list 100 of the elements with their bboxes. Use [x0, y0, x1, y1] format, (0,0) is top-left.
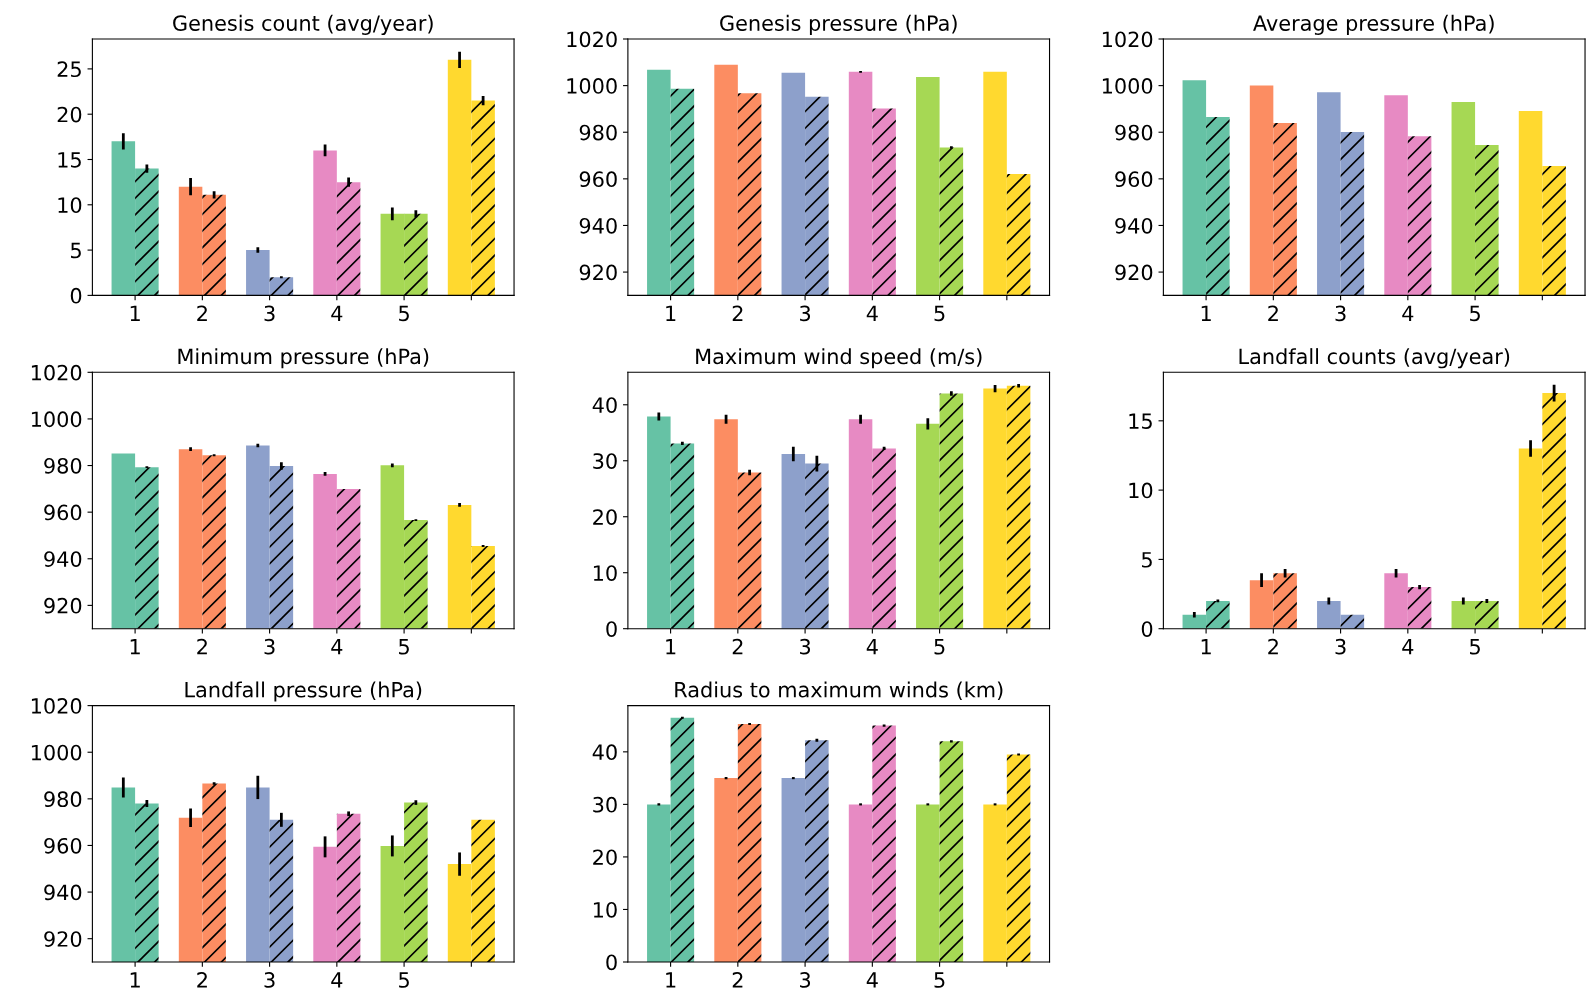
x-tick-label: 1 [666, 305, 676, 321]
y-tick-label: 1000 [567, 78, 617, 94]
y-tick-label: 20 [57, 106, 82, 123]
y-tick-label: 0 [70, 287, 82, 304]
y-tick-label: 1020 [1102, 31, 1153, 48]
bar [647, 804, 671, 962]
x-tick-label: 3 [800, 638, 811, 655]
bar [1006, 754, 1031, 962]
x-tick-label: 2 [732, 638, 743, 655]
x-tick-label: 1 [1201, 639, 1211, 655]
x-tick-label: 4 [331, 972, 343, 988]
y-tick-label: 5 [1142, 552, 1152, 568]
y-tick-label: 960 [44, 837, 82, 854]
bar [714, 419, 738, 629]
x-tick-label: 5 [1470, 639, 1480, 655]
y-tick-label: 1020 [31, 364, 82, 381]
bar [313, 150, 337, 296]
x-tick-label: 4 [1402, 305, 1414, 321]
chart-title: Average pressure (hPa) [1253, 14, 1494, 35]
bar [670, 717, 695, 962]
x-tick-label: 1 [130, 972, 140, 988]
x-tick-label: 4 [866, 305, 878, 321]
bar [872, 725, 896, 962]
chart-title: Genesis count (avg/year) [173, 14, 433, 35]
x-tick-label: 5 [399, 972, 409, 988]
y-tick-label: 940 [44, 884, 82, 901]
x-tick-label: 2 [197, 972, 207, 988]
y-tick-label: 940 [1115, 217, 1153, 234]
y-tick-label: 920 [44, 931, 82, 947]
x-tick-label: 3 [1335, 638, 1346, 655]
x-tick-label: 3 [800, 972, 811, 988]
x-tick-label: 1 [1201, 305, 1211, 321]
bar [447, 59, 472, 296]
bar [670, 443, 695, 629]
bar [714, 778, 738, 962]
x-tick-label: 3 [800, 305, 811, 322]
y-tick-label: 940 [44, 551, 82, 567]
x-tick-label: 5 [1470, 305, 1480, 322]
y-tick-label: 1000 [1102, 78, 1153, 94]
bar [269, 277, 294, 296]
x-tick-label: 4 [866, 972, 878, 988]
bar [178, 186, 203, 296]
x-tick-label: 1 [666, 972, 676, 988]
y-tick-label: 0 [1141, 621, 1153, 637]
bar [135, 168, 159, 296]
bar [1249, 580, 1274, 629]
bar [1542, 393, 1566, 629]
y-tick-label: 15 [1129, 413, 1152, 430]
bar [1518, 448, 1543, 629]
chart-title: Minimum pressure (hPa) [178, 348, 429, 369]
y-tick-label: 15 [58, 152, 81, 168]
x-tick-label: 5 [934, 305, 945, 322]
bar [916, 804, 940, 962]
y-tick-label: 5 [71, 242, 81, 259]
x-tick-label: 2 [1268, 638, 1278, 655]
bar [781, 454, 806, 629]
x-tick-label: 1 [130, 305, 140, 321]
chart-title: Landfall counts (avg/year) [1239, 348, 1510, 369]
y-tick-label: 30 [593, 453, 617, 469]
y-tick-label: 1020 [567, 31, 617, 48]
x-tick-label: 5 [399, 305, 409, 322]
y-tick-label: 1000 [31, 744, 82, 761]
bar [1407, 587, 1432, 629]
x-tick-label: 5 [934, 972, 945, 988]
x-tick-label: 5 [399, 639, 409, 655]
bar [471, 100, 495, 296]
x-tick-label: 4 [331, 639, 343, 655]
y-tick-label: 980 [44, 457, 82, 474]
bar [1317, 600, 1341, 629]
bar [939, 393, 964, 629]
x-tick-label: 1 [130, 639, 140, 655]
x-tick-label: 2 [732, 305, 743, 321]
bar [983, 388, 1007, 629]
bar [1206, 600, 1230, 629]
bar [336, 182, 361, 296]
bar [380, 213, 405, 296]
x-tick-label: 3 [264, 972, 275, 988]
bar [872, 448, 896, 629]
y-tick-label: 0 [606, 621, 617, 637]
x-tick-label: 1 [666, 639, 676, 655]
bar [737, 472, 762, 629]
bar [1384, 573, 1408, 629]
bar [848, 804, 873, 962]
bar [805, 740, 829, 962]
x-tick-label: 2 [197, 638, 207, 655]
x-tick-label: 2 [197, 305, 207, 321]
y-tick-label: 960 [579, 171, 617, 188]
bar [983, 804, 1007, 962]
y-tick-label: 980 [579, 124, 617, 141]
y-tick-label: 940 [579, 217, 617, 234]
bar [1475, 600, 1499, 629]
x-tick-label: 5 [934, 639, 945, 655]
bar [647, 416, 671, 629]
x-tick-label: 3 [264, 638, 275, 655]
bar [1006, 385, 1031, 629]
bar [805, 463, 829, 629]
bar [202, 194, 226, 296]
y-tick-label: 920 [1115, 264, 1153, 281]
bar [848, 419, 873, 629]
x-tick-label: 3 [1335, 305, 1346, 322]
